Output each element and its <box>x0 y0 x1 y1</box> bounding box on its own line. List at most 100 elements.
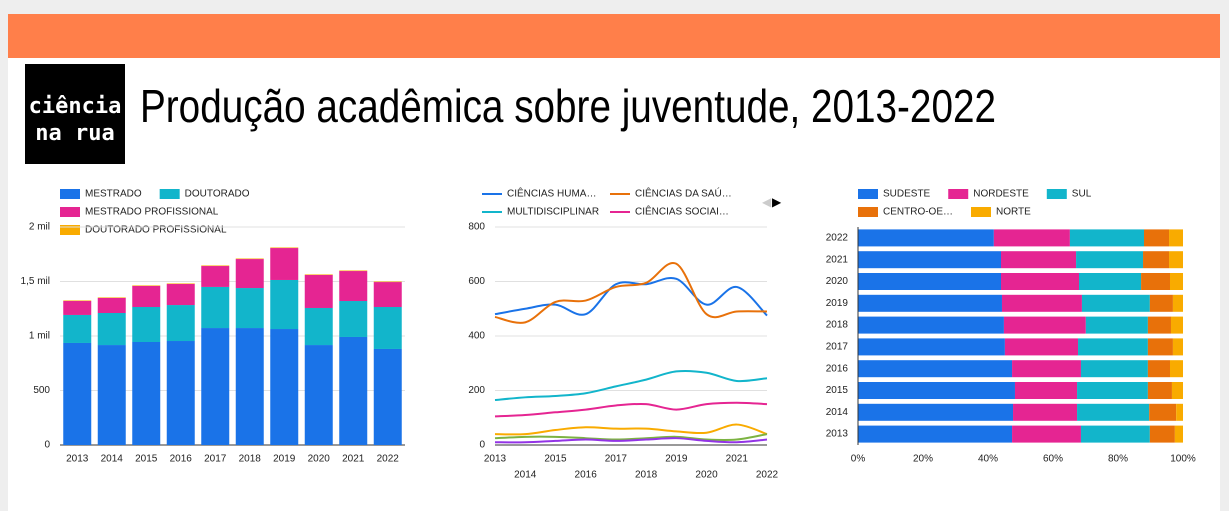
x-tick-label: 2018 <box>239 454 262 465</box>
series-line <box>494 261 768 324</box>
x-tick-label: 2013 <box>484 454 507 465</box>
bar-segment <box>1147 338 1173 356</box>
x-tick-label: 100% <box>1170 454 1196 465</box>
bar-segment <box>1012 425 1081 443</box>
y-tick-label: 2 mil <box>29 222 50 233</box>
bar-segment <box>339 271 368 302</box>
bar-segment <box>1069 229 1144 247</box>
bar-segment <box>1001 273 1079 290</box>
bar-segment <box>97 297 126 298</box>
bar-segment <box>1081 294 1150 312</box>
bar-segment <box>1076 251 1144 269</box>
legend-swatch <box>60 189 80 199</box>
x-tick-label: 2021 <box>726 454 749 465</box>
bar-segment <box>304 274 333 308</box>
x-tick-label: 2019 <box>665 454 688 465</box>
bar-segment <box>339 336 368 445</box>
legend-label: CIÊNCIAS SOCIAI… <box>635 205 729 218</box>
bar-segment <box>1143 251 1170 269</box>
bar-segment <box>1170 273 1183 290</box>
legend-next[interactable]: ▶ <box>772 195 782 209</box>
y-tick-label: 2015 <box>826 385 849 396</box>
bar-segment <box>858 360 1013 378</box>
legend-label: MESTRADO <box>85 189 142 200</box>
legend-label: MULTIDISCIPLINAR <box>507 207 599 218</box>
logo-text: na rua <box>35 121 114 146</box>
bar-segment <box>1176 403 1183 421</box>
x-tick-label: 40% <box>978 454 998 465</box>
legend-label: MESTRADO PROFISSIONAL <box>85 207 219 218</box>
bar-segment <box>858 229 994 247</box>
bar-segment <box>166 341 195 445</box>
y-tick-label: 2013 <box>826 429 849 440</box>
bar-segment <box>235 328 264 445</box>
x-tick-label: 2016 <box>170 454 193 465</box>
bar-segment <box>270 279 299 330</box>
legend-swatch <box>858 189 878 199</box>
bar-segment <box>373 348 402 445</box>
bar-segment <box>1001 251 1077 269</box>
bar-segment <box>858 338 1005 356</box>
y-tick-label: 600 <box>468 276 485 287</box>
bar-segment <box>1147 382 1172 399</box>
bar-segment <box>1174 425 1183 443</box>
x-tick-label: 80% <box>1108 454 1128 465</box>
bar-segment <box>97 313 126 346</box>
bar-segment <box>858 251 1001 269</box>
legend-label: CIÊNCIAS DA SAÚ… <box>635 187 732 200</box>
series-line <box>494 433 768 442</box>
bar-segment <box>858 273 1001 290</box>
bar-segment <box>993 229 1070 247</box>
x-tick-label: 2020 <box>695 470 718 481</box>
bar-segment <box>132 341 161 445</box>
bar-segment <box>235 288 264 329</box>
legend-prev[interactable]: ◀ <box>762 195 772 209</box>
y-tick-label: 1 mil <box>29 331 50 342</box>
logo-text: ciência <box>29 94 122 119</box>
bar-segment <box>201 266 230 287</box>
bar-segment <box>858 425 1013 443</box>
bar-segment <box>97 345 126 445</box>
legend-label: CIÊNCIAS HUMA… <box>507 187 596 200</box>
bar-segment <box>339 270 368 272</box>
bar-segment <box>1001 294 1082 312</box>
y-tick-label: 400 <box>468 331 485 342</box>
y-tick-label: 1,5 mil <box>21 276 50 287</box>
bar-segment <box>97 297 126 314</box>
bar-segment <box>1149 425 1175 443</box>
bar-segment <box>1169 229 1183 247</box>
x-tick-label: 2022 <box>377 454 400 465</box>
x-tick-label: 2018 <box>635 470 658 481</box>
y-tick-label: 2017 <box>826 342 849 353</box>
x-tick-label: 2015 <box>135 454 158 465</box>
bar-segment <box>1170 360 1183 378</box>
bar-segment <box>1080 425 1150 443</box>
x-tick-label: 2017 <box>204 454 227 465</box>
y-tick-label: 800 <box>468 222 485 233</box>
bar-segment <box>339 301 368 337</box>
x-tick-label: 0% <box>851 454 866 465</box>
bar-segment <box>858 316 1004 334</box>
bar-segment <box>1149 294 1173 312</box>
legend-swatch <box>60 207 80 217</box>
bar-segment <box>1144 229 1170 247</box>
x-tick-label: 20% <box>913 454 933 465</box>
x-tick-label: 2015 <box>544 454 567 465</box>
x-tick-label: 2013 <box>66 454 89 465</box>
bar-segment <box>166 305 195 342</box>
y-tick-label: 2021 <box>826 254 849 265</box>
legend-swatch <box>858 207 878 217</box>
x-tick-label: 2017 <box>605 454 628 465</box>
x-tick-label: 60% <box>1043 454 1063 465</box>
legend-label: DOUTORADO PROFISSIONAL <box>85 225 227 236</box>
bar-segment <box>304 274 333 275</box>
bar-segment <box>858 294 1002 312</box>
bar-segment <box>304 307 333 346</box>
y-tick-label: 2014 <box>826 407 849 418</box>
y-tick-label: 2019 <box>826 298 849 309</box>
bar-segment <box>1080 360 1148 378</box>
legend-label: SUDESTE <box>883 189 931 200</box>
bar-segment <box>1004 338 1079 356</box>
